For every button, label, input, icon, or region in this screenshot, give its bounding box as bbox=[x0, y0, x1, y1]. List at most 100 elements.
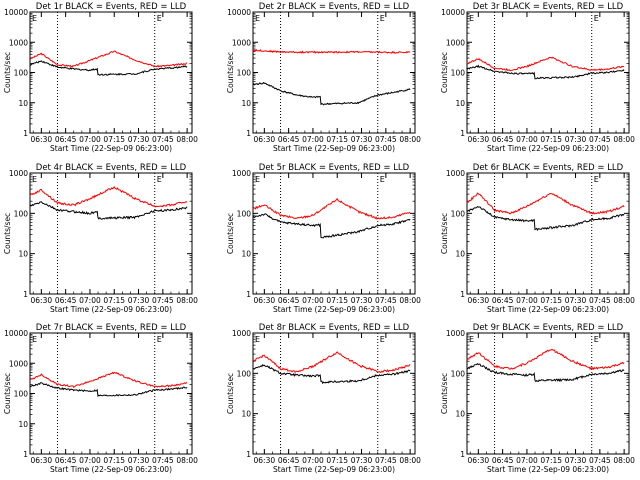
panel-title: Det 3r BLACK = Events, RED = LLD bbox=[473, 2, 624, 12]
event-marker-label: E bbox=[157, 14, 162, 23]
y-tick-label: 1 bbox=[460, 129, 465, 138]
event-marker-label: E bbox=[255, 175, 260, 184]
event-marker-label: E bbox=[380, 335, 385, 344]
x-tick-label: 06:45 bbox=[278, 135, 300, 144]
y-tick-label: 1000 bbox=[232, 329, 251, 338]
event-marker-label: E bbox=[469, 335, 474, 344]
x-tick-label: 06:30 bbox=[31, 135, 53, 144]
plot-frame bbox=[466, 332, 630, 455]
y-tick-label: 100 bbox=[451, 209, 466, 218]
x-tick-label: 07:30 bbox=[565, 456, 587, 465]
x-tick-label: 07:45 bbox=[589, 135, 611, 144]
event-marker-label: E bbox=[380, 14, 385, 23]
y-axis-label: Counts/sec bbox=[3, 213, 12, 254]
detector-panel-7: Det 7r BLACK = Events, RED = LLD 1 10 100 10… bbox=[3, 323, 198, 474]
y-tick-label: 10 bbox=[455, 410, 465, 419]
x-tick-label: 07:00 bbox=[79, 296, 101, 305]
event-marker-label: E bbox=[380, 175, 385, 184]
y-axis-label: Counts/sec bbox=[3, 52, 12, 93]
event-marker-label: E bbox=[255, 14, 260, 23]
x-tick-label: 07:15 bbox=[540, 456, 562, 465]
y-tick-label: 100 bbox=[237, 209, 252, 218]
detector-panel-9: Det 9r BLACK = Events, RED = LLD 1 10 100 10… bbox=[440, 323, 635, 474]
y-tick-label: 100 bbox=[451, 369, 466, 378]
x-tick-label: 07:30 bbox=[565, 296, 587, 305]
x-axis-label: Start Time (22-Sep-09 06:23:00) bbox=[487, 144, 609, 153]
x-tick-label: 07:45 bbox=[375, 296, 397, 305]
y-tick-label: 1 bbox=[246, 129, 251, 138]
y-tick-label: 1 bbox=[460, 450, 465, 459]
panel-title: Det 7r BLACK = Events, RED = LLD bbox=[36, 323, 187, 333]
x-tick-label: 07:00 bbox=[516, 456, 538, 465]
y-tick-label: 1 bbox=[246, 290, 251, 299]
x-tick-label: 07:15 bbox=[103, 456, 125, 465]
x-tick-label: 06:45 bbox=[278, 456, 300, 465]
x-tick-label: 07:00 bbox=[516, 296, 538, 305]
x-tick-label: 06:45 bbox=[492, 456, 514, 465]
detector-panel-6: Det 6r BLACK = Events, RED = LLD 1 10 100 10… bbox=[440, 163, 635, 314]
y-tick-label: 10 bbox=[455, 99, 465, 108]
y-tick-label: 1 bbox=[23, 290, 28, 299]
event-marker-label: E bbox=[594, 175, 599, 184]
x-tick-label: 08:00 bbox=[399, 456, 421, 465]
x-tick-label: 06:45 bbox=[492, 296, 514, 305]
events-series-line bbox=[252, 363, 411, 385]
y-tick-label: 10 bbox=[241, 99, 251, 108]
lld-series-line bbox=[466, 56, 625, 72]
x-tick-label: 07:00 bbox=[79, 456, 101, 465]
lld-series-line bbox=[252, 351, 411, 374]
x-tick-label: 07:15 bbox=[540, 135, 562, 144]
plot-frame bbox=[29, 332, 193, 455]
event-marker-label: E bbox=[594, 335, 599, 344]
x-tick-label: 06:45 bbox=[278, 296, 300, 305]
x-tick-label: 07:00 bbox=[302, 456, 324, 465]
x-tick-label: 06:30 bbox=[468, 456, 490, 465]
lld-series-line bbox=[29, 185, 188, 208]
lld-series-line bbox=[29, 371, 188, 389]
y-tick-label: 1 bbox=[23, 129, 28, 138]
y-tick-label: 10000 bbox=[227, 8, 251, 17]
x-tick-label: 07:45 bbox=[589, 296, 611, 305]
x-tick-label: 07:00 bbox=[302, 135, 324, 144]
y-tick-label: 100 bbox=[14, 390, 29, 399]
y-tick-label: 10 bbox=[18, 420, 28, 429]
x-axis-label: Start Time (22-Sep-09 06:23:00) bbox=[487, 465, 609, 474]
plot-frame bbox=[466, 172, 630, 295]
y-tick-label: 1000 bbox=[9, 169, 28, 178]
x-tick-label: 06:45 bbox=[55, 456, 77, 465]
event-marker-label: E bbox=[32, 335, 37, 344]
y-tick-label: 100 bbox=[14, 209, 29, 218]
y-tick-label: 10 bbox=[18, 99, 28, 108]
y-tick-label: 1000 bbox=[446, 329, 465, 338]
y-axis-label: Counts/sec bbox=[440, 373, 449, 414]
y-tick-label: 1000 bbox=[9, 38, 28, 47]
x-tick-label: 07:00 bbox=[79, 135, 101, 144]
panel-title: Det 4r BLACK = Events, RED = LLD bbox=[36, 163, 187, 173]
events-series-line bbox=[466, 64, 625, 80]
events-series-line bbox=[29, 60, 188, 76]
event-marker-label: E bbox=[255, 335, 260, 344]
y-tick-label: 1 bbox=[460, 290, 465, 299]
x-tick-label: 07:45 bbox=[589, 456, 611, 465]
y-axis-label: Counts/sec bbox=[226, 52, 235, 93]
y-axis-label: Counts/sec bbox=[226, 373, 235, 414]
y-tick-label: 100 bbox=[237, 69, 252, 78]
y-tick-label: 10000 bbox=[441, 8, 465, 17]
x-tick-label: 07:15 bbox=[326, 456, 348, 465]
event-marker-label: E bbox=[469, 14, 474, 23]
y-tick-label: 1 bbox=[246, 450, 251, 459]
y-tick-label: 100 bbox=[14, 69, 29, 78]
y-tick-label: 1000 bbox=[446, 38, 465, 47]
detector-panel-3: Det 3r BLACK = Events, RED = LLD 1 10 100 10… bbox=[440, 2, 635, 153]
x-tick-label: 07:30 bbox=[351, 296, 373, 305]
x-tick-label: 08:00 bbox=[399, 296, 421, 305]
x-tick-label: 07:30 bbox=[128, 296, 150, 305]
x-tick-label: 08:00 bbox=[176, 456, 198, 465]
lld-series-line bbox=[466, 192, 625, 215]
x-tick-label: 07:15 bbox=[326, 296, 348, 305]
x-tick-label: 06:30 bbox=[254, 135, 276, 144]
detector-panel-2: Det 2r BLACK = Events, RED = LLD 1 10 100 10… bbox=[226, 2, 421, 153]
x-tick-label: 07:45 bbox=[152, 456, 174, 465]
x-tick-label: 06:30 bbox=[254, 296, 276, 305]
